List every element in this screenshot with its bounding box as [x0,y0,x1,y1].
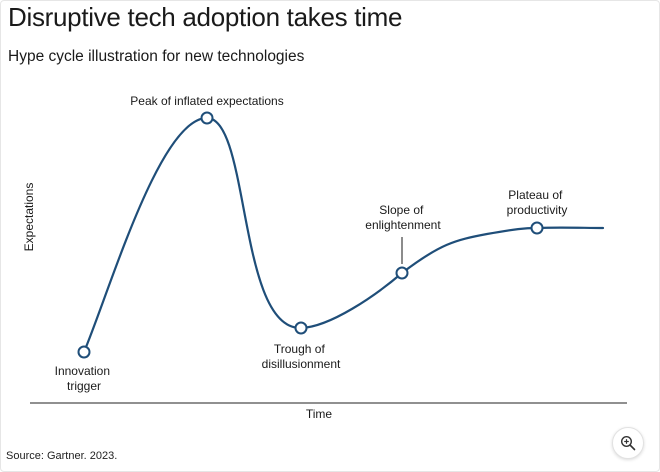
plateau-label: Plateau of productivity [507,188,568,217]
y-axis-label: Expectations [22,183,36,252]
peak-marker [200,111,214,125]
hype-curve [82,116,605,354]
zoom-in-icon [620,435,636,451]
innovation-trigger-label: Innovation trigger [55,364,114,393]
trough-label: Trough of disillusionment [262,342,341,371]
zoom-button[interactable] [612,427,644,459]
slope-marker [395,266,409,280]
innovation-trigger-marker [77,345,91,359]
plateau-marker [530,221,544,235]
trough-marker [294,321,308,335]
source-note: Source: Gartner. 2023. [6,450,118,462]
x-axis-label: Time [306,407,333,421]
chart-subtitle: Hype cycle illustration for new technolo… [8,48,305,65]
peak-label: Peak of inflated expectations [130,94,283,108]
chart-title: Disruptive tech adoption takes time [8,2,403,32]
slope-label: Slope of enlightenment [365,203,441,232]
